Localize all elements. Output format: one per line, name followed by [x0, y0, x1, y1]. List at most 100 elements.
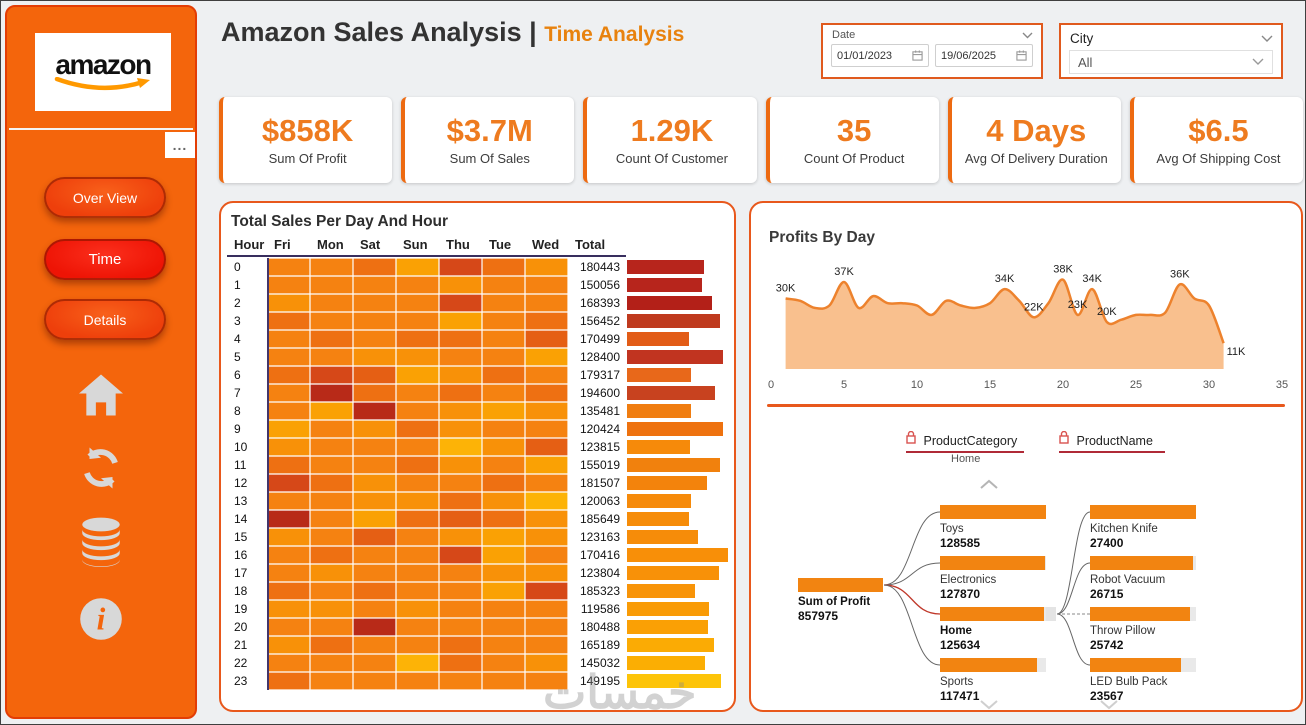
heat-cell[interactable] [439, 348, 482, 366]
heat-cell[interactable] [482, 384, 525, 402]
heat-cell[interactable] [267, 456, 310, 474]
heat-cell[interactable] [267, 402, 310, 420]
heat-cell[interactable] [353, 618, 396, 636]
heat-cell[interactable] [396, 672, 439, 690]
heat-cell[interactable] [439, 672, 482, 690]
heat-cell[interactable] [310, 312, 353, 330]
heat-cell[interactable] [396, 294, 439, 312]
tree-root-node[interactable]: Sum of Profit 857975 [798, 578, 888, 623]
more-options-button[interactable]: ... [165, 132, 195, 158]
heat-cell[interactable] [353, 402, 396, 420]
heat-cell[interactable] [482, 672, 525, 690]
heat-cell[interactable] [353, 510, 396, 528]
total-bar[interactable] [627, 602, 709, 616]
total-bar[interactable] [627, 656, 705, 670]
heat-cell[interactable] [482, 654, 525, 672]
heat-cell[interactable] [525, 402, 568, 420]
heat-cell[interactable] [267, 654, 310, 672]
total-bar[interactable] [627, 530, 698, 544]
heat-cell[interactable] [310, 276, 353, 294]
heat-cell[interactable] [396, 384, 439, 402]
heat-cell[interactable] [396, 528, 439, 546]
heat-cell[interactable] [525, 528, 568, 546]
heat-cell[interactable] [267, 510, 310, 528]
heat-cell[interactable] [525, 348, 568, 366]
total-bar[interactable] [627, 386, 715, 400]
total-bar[interactable] [627, 494, 691, 508]
heat-cell[interactable] [439, 618, 482, 636]
heat-cell[interactable] [267, 348, 310, 366]
heat-cell[interactable] [396, 312, 439, 330]
heat-cell[interactable] [396, 402, 439, 420]
heat-cell[interactable] [353, 564, 396, 582]
heat-cell[interactable] [310, 528, 353, 546]
profits-area-chart[interactable]: 0 5 10 15 20 25 30 35 30K 37K 34K 22K 38K 23K 34K 20K 36… [763, 251, 1291, 393]
sidebar-item-overview[interactable]: Over View [44, 177, 166, 218]
heat-cell[interactable] [439, 330, 482, 348]
heat-cell[interactable] [396, 492, 439, 510]
heat-cell[interactable] [353, 330, 396, 348]
sidebar-item-time[interactable]: Time [44, 239, 166, 280]
heat-cell[interactable] [353, 312, 396, 330]
heat-cell[interactable] [525, 312, 568, 330]
heat-cell[interactable] [439, 510, 482, 528]
chevron-down-icon[interactable] [1261, 35, 1273, 43]
heat-cell[interactable] [482, 510, 525, 528]
heat-cell[interactable] [482, 276, 525, 294]
tree-node-throw-pillow[interactable]: Throw Pillow 25742 [1090, 607, 1196, 652]
heat-cell[interactable] [353, 384, 396, 402]
heat-cell[interactable] [482, 366, 525, 384]
heat-cell[interactable] [353, 474, 396, 492]
heat-cell[interactable] [267, 474, 310, 492]
heat-cell[interactable] [525, 420, 568, 438]
heat-cell[interactable] [482, 294, 525, 312]
heat-cell[interactable] [267, 672, 310, 690]
heat-cell[interactable] [310, 492, 353, 510]
heat-cell[interactable] [267, 312, 310, 330]
heat-cell[interactable] [267, 492, 310, 510]
date-from-input[interactable]: 01/01/2023 [831, 44, 929, 67]
total-bar[interactable] [627, 440, 690, 454]
database-icon[interactable] [7, 517, 195, 567]
heat-cell[interactable] [482, 600, 525, 618]
heat-cell[interactable] [267, 600, 310, 618]
heat-cell[interactable] [482, 618, 525, 636]
heat-cell[interactable] [267, 636, 310, 654]
heat-cell[interactable] [482, 546, 525, 564]
heat-cell[interactable] [482, 312, 525, 330]
heat-cell[interactable] [267, 546, 310, 564]
heat-cell[interactable] [353, 438, 396, 456]
total-bar[interactable] [627, 548, 728, 562]
heat-cell[interactable] [439, 654, 482, 672]
heat-cell[interactable] [396, 438, 439, 456]
info-icon[interactable]: i [7, 593, 195, 645]
heat-cell[interactable] [525, 492, 568, 510]
heat-cell[interactable] [525, 330, 568, 348]
heat-cell[interactable] [439, 420, 482, 438]
scroll-down-icon[interactable] [979, 700, 999, 710]
date-to-input[interactable]: 19/06/2025 [935, 44, 1033, 67]
heat-cell[interactable] [439, 528, 482, 546]
heat-cell[interactable] [439, 456, 482, 474]
heat-cell[interactable] [267, 366, 310, 384]
heat-cell[interactable] [525, 474, 568, 492]
heat-cell[interactable] [310, 636, 353, 654]
total-bar[interactable] [627, 674, 721, 688]
scroll-up-icon[interactable] [979, 479, 999, 489]
heat-cell[interactable] [353, 600, 396, 618]
tree-node-sports[interactable]: Sports 117471 [940, 658, 1046, 703]
home-icon[interactable] [7, 373, 195, 417]
heat-cell[interactable] [525, 546, 568, 564]
heat-cell[interactable] [439, 600, 482, 618]
heat-cell[interactable] [353, 654, 396, 672]
heat-cell[interactable] [439, 438, 482, 456]
heat-cell[interactable] [310, 564, 353, 582]
total-bar[interactable] [627, 476, 707, 490]
heat-cell[interactable] [482, 402, 525, 420]
heat-cell[interactable] [267, 618, 310, 636]
heat-cell[interactable] [396, 582, 439, 600]
heat-cell[interactable] [396, 348, 439, 366]
heat-cell[interactable] [267, 258, 310, 276]
heat-cell[interactable] [310, 384, 353, 402]
heat-cell[interactable] [482, 582, 525, 600]
